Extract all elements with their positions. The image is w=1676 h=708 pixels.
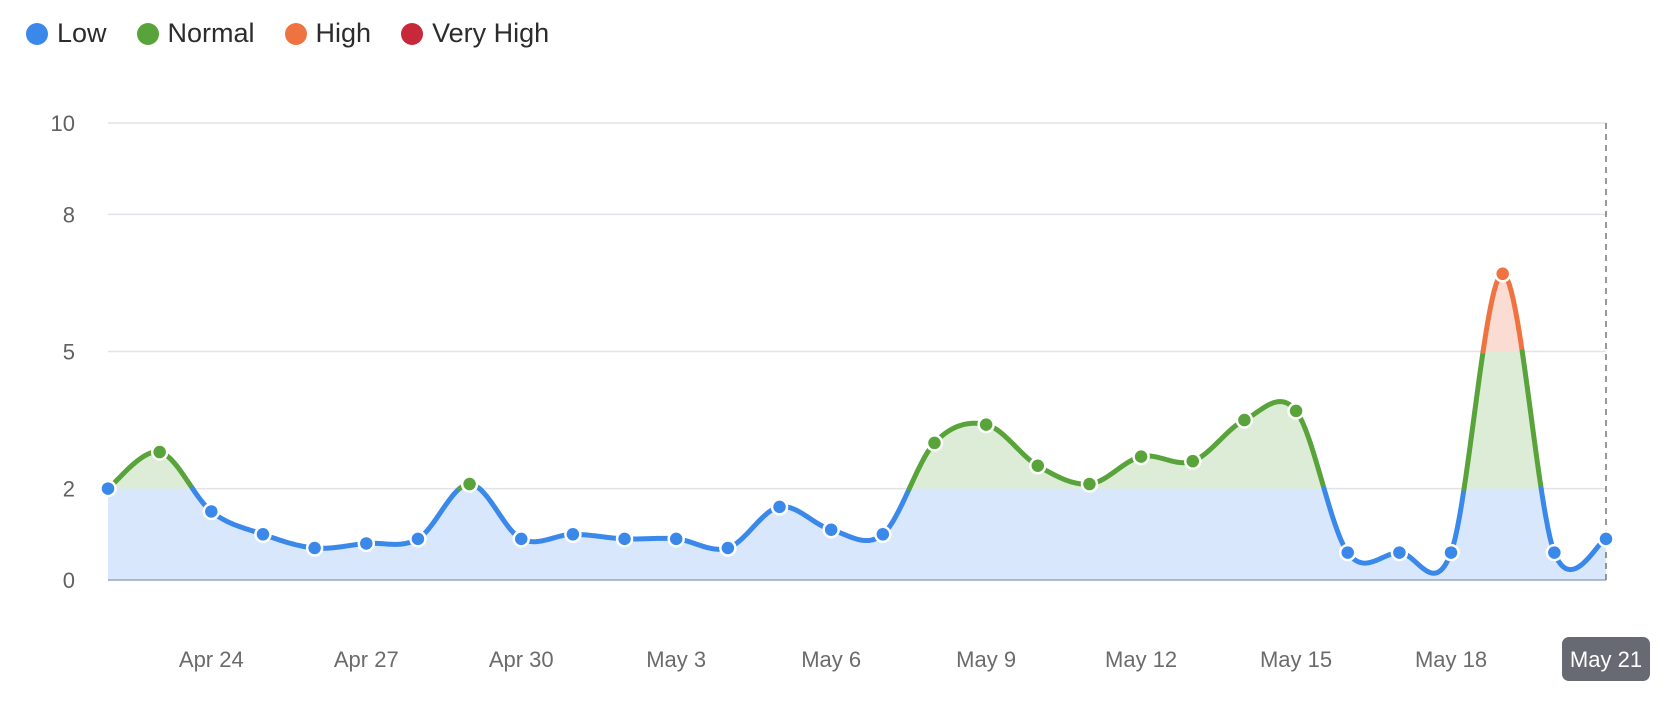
data-point xyxy=(460,475,479,493)
data-point xyxy=(99,479,117,498)
legend-label-very-high: Very High xyxy=(432,18,550,48)
x-tick-label: May 3 xyxy=(646,647,706,672)
legend-dot-high xyxy=(284,22,307,45)
chart-axes: 0 2 5 8 10 Apr 24 Apr 27 Apr 30 May 3 May 6 May 9 M… xyxy=(51,111,1650,681)
series-line-segment xyxy=(1538,486,1609,573)
data-point xyxy=(770,498,789,516)
data-point xyxy=(925,434,944,452)
data-point xyxy=(1287,402,1305,420)
legend-item-normal[interactable]: Normal xyxy=(136,18,255,49)
x-tick-label: May 12 xyxy=(1105,647,1177,672)
chart-points xyxy=(99,265,1615,562)
data-point xyxy=(719,539,737,557)
series-line-segment xyxy=(1519,349,1544,492)
legend-item-low[interactable]: Low xyxy=(26,18,107,49)
area-fill-high xyxy=(108,273,1606,352)
data-point xyxy=(1132,447,1150,466)
chart-legend: Low Normal High Very High xyxy=(26,18,579,49)
data-point xyxy=(667,530,685,548)
chart-lines xyxy=(105,271,1609,576)
x-tick-label: Apr 30 xyxy=(489,647,554,672)
data-point xyxy=(512,530,530,548)
x-tick-label: May 9 xyxy=(956,647,1016,672)
legend-dot-very-high xyxy=(401,22,424,45)
data-point xyxy=(822,520,840,539)
legend-label-high: High xyxy=(315,18,372,48)
y-tick-label: 0 xyxy=(63,568,75,593)
data-point xyxy=(1390,543,1409,562)
x-tick-label: May 18 xyxy=(1415,647,1487,672)
series-line-segment xyxy=(1461,349,1486,492)
area-fill-low xyxy=(108,488,1606,580)
legend-item-very-high[interactable]: Very High xyxy=(401,18,549,49)
data-point xyxy=(1184,452,1202,470)
data-point xyxy=(150,443,169,461)
x-tick-label-highlighted: May 21 xyxy=(1570,647,1642,672)
data-point xyxy=(874,525,892,544)
y-tick-label: 5 xyxy=(63,340,75,365)
data-point xyxy=(1442,543,1460,562)
x-tick-label: Apr 24 xyxy=(179,647,244,672)
x-tick-highlight-badge xyxy=(1562,637,1650,681)
legend-item-high[interactable]: High xyxy=(284,18,372,49)
data-point xyxy=(1029,457,1047,475)
data-point xyxy=(409,530,427,548)
data-point xyxy=(305,539,324,557)
y-tick-label: 8 xyxy=(63,202,75,227)
data-point xyxy=(1080,475,1099,493)
data-point xyxy=(615,530,634,548)
chart-fills xyxy=(108,273,1606,580)
data-point xyxy=(1493,265,1512,283)
y-tick-label: 2 xyxy=(63,477,75,502)
legend-dot-low xyxy=(26,22,48,45)
series-line-segment xyxy=(105,449,196,492)
legend-label-normal: Normal xyxy=(167,18,255,48)
x-tick-label: May 6 xyxy=(801,647,861,672)
chart-grid xyxy=(108,122,1606,490)
data-point xyxy=(977,415,995,434)
y-tick-label: 10 xyxy=(51,111,75,136)
data-point xyxy=(1338,543,1357,562)
legend-label-low: Low xyxy=(57,18,107,48)
data-point xyxy=(357,534,376,553)
data-point xyxy=(1597,530,1615,548)
data-point xyxy=(202,502,221,521)
x-tick-label: Apr 27 xyxy=(334,647,399,672)
area-fill-normal xyxy=(108,351,1606,489)
x-tick-label: May 15 xyxy=(1260,647,1332,672)
data-point xyxy=(564,525,582,544)
legend-dot-normal xyxy=(136,22,159,45)
data-point xyxy=(1545,543,1564,562)
data-point xyxy=(254,525,272,544)
data-point xyxy=(1235,411,1254,429)
